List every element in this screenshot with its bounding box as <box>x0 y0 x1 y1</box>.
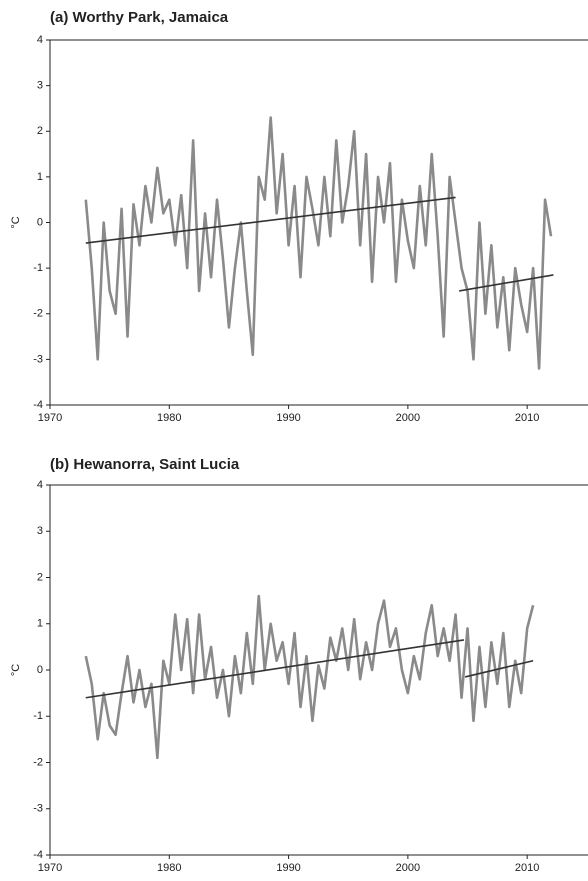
x-tick-label: 1970 <box>38 862 62 874</box>
y-tick-label: -4 <box>33 849 43 861</box>
y-tick-label: 3 <box>37 80 43 92</box>
y-axis-label: °C <box>10 216 22 228</box>
y-tick-label: -3 <box>33 803 43 815</box>
y-tick-label: -1 <box>33 710 43 722</box>
y-axis-label: °C <box>10 664 22 676</box>
data-line <box>84 594 535 760</box>
y-tick-label: -2 <box>33 308 43 320</box>
y-tick-label: -2 <box>33 756 43 768</box>
x-tick-label: 2000 <box>396 862 420 874</box>
y-tick-label: 0 <box>37 664 43 676</box>
y-tick-label: 3 <box>37 525 43 537</box>
panel-title: (a) Worthy Park, Jamaica <box>50 9 229 26</box>
y-tick-label: 1 <box>37 618 43 630</box>
trend-line <box>85 639 465 699</box>
trend-line <box>459 274 554 292</box>
y-tick-label: 2 <box>37 125 43 137</box>
x-tick-label: 1980 <box>157 862 181 874</box>
x-tick-label: 1970 <box>38 412 62 424</box>
y-tick-label: 4 <box>37 34 43 46</box>
y-tick-label: -1 <box>33 262 43 274</box>
panel-title: (b) Hewanorra, Saint Lucia <box>50 456 240 473</box>
y-tick-label: -4 <box>33 399 43 411</box>
x-tick-label: 2010 <box>515 412 539 424</box>
trend-line <box>85 196 456 244</box>
x-tick-label: 1980 <box>157 412 181 424</box>
y-tick-label: -3 <box>33 353 43 365</box>
x-tick-label: 2000 <box>396 412 420 424</box>
y-tick-label: 1 <box>37 171 43 183</box>
x-tick-label: 2010 <box>515 862 539 874</box>
x-tick-label: 1990 <box>276 412 300 424</box>
y-tick-label: 4 <box>37 479 43 491</box>
y-tick-label: 0 <box>37 216 43 228</box>
y-tick-label: 2 <box>37 571 43 583</box>
data-line <box>84 116 553 370</box>
trend-line <box>464 659 534 678</box>
x-tick-label: 1990 <box>276 862 300 874</box>
